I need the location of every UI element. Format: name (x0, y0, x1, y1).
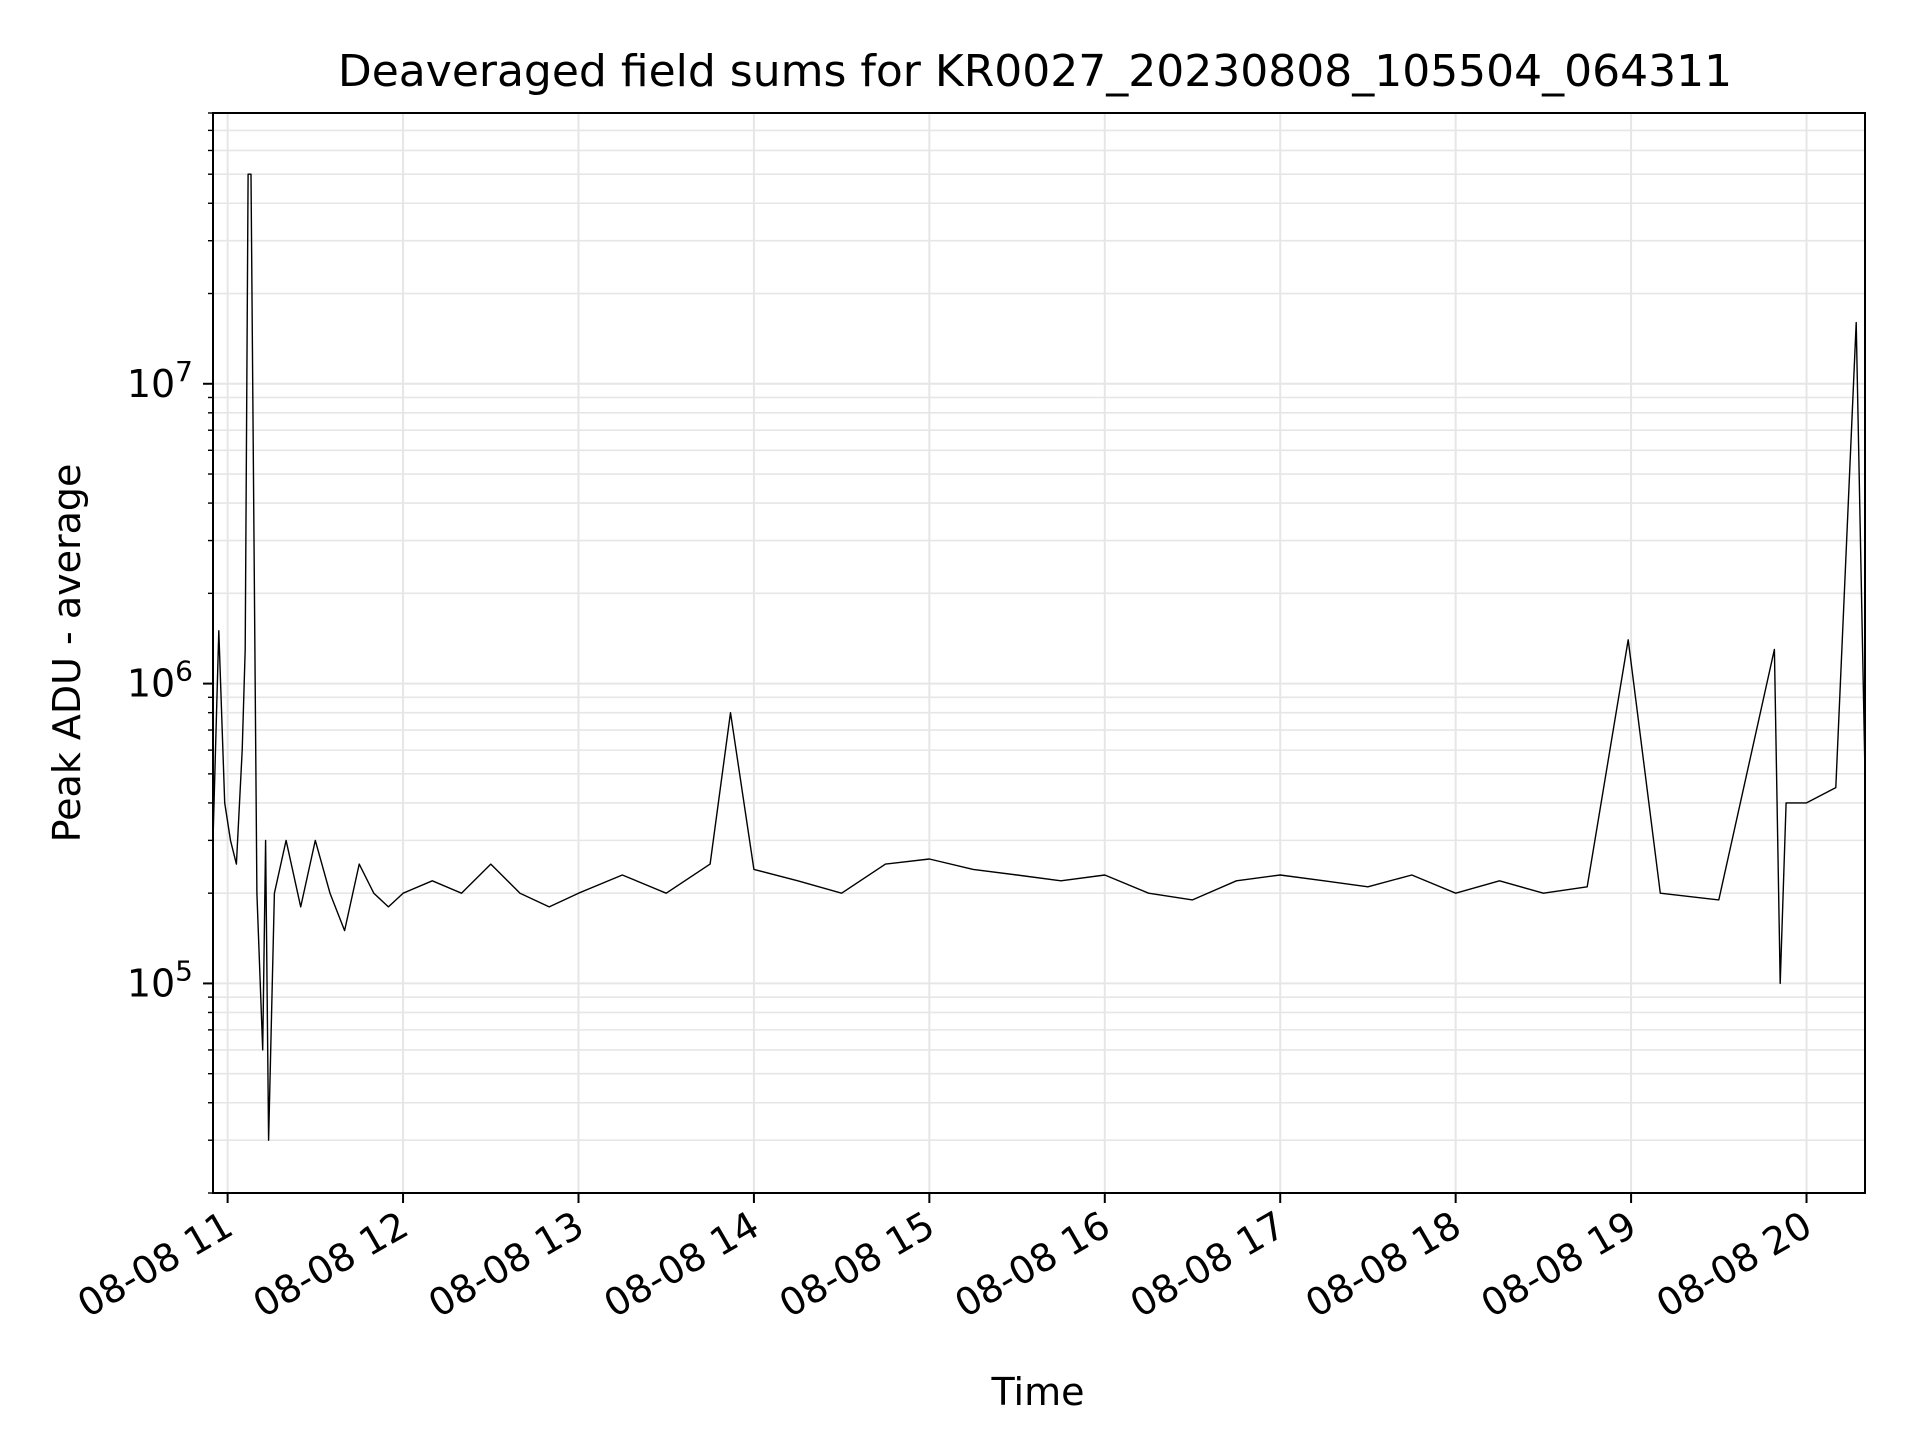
grid (213, 112, 1865, 1194)
x-tick-label: 08-08 18 (1298, 1203, 1468, 1327)
series-line (212, 173, 1866, 1141)
x-axis-label: Time (991, 1370, 1085, 1414)
y-tick-exponent: 5 (175, 954, 193, 987)
y-tick-exponent: 6 (175, 655, 193, 688)
y-tick-base: 10 (127, 961, 175, 1005)
y-tick-base: 10 (127, 662, 175, 706)
y-tick-base: 10 (127, 362, 175, 406)
series-layer (212, 173, 1866, 1141)
x-tick-label: 08-08 13 (421, 1203, 591, 1327)
y-axis-label: Peak ADU - average (45, 464, 89, 843)
y-tick-label: 107 (127, 355, 193, 406)
x-axis: 08-08 11 08-08 12 08-08 13 08-08 14 08-08 15… (70, 1193, 1819, 1326)
x-tick-label: 08-08 20 (1649, 1203, 1819, 1327)
x-tick-label: 08-08 15 (772, 1203, 942, 1327)
x-tick-label: 08-08 17 (1123, 1203, 1293, 1327)
y-tick-label: 105 (127, 954, 193, 1005)
x-tick-label: 08-08 19 (1474, 1203, 1644, 1327)
x-tick-label: 08-08 14 (596, 1203, 766, 1327)
plot-area (212, 112, 1866, 1194)
x-tick-label: 08-08 16 (947, 1203, 1117, 1327)
chart-title: Deaveraged field sums for KR0027_2023080… (338, 46, 1732, 97)
y-tick-exponent: 7 (175, 355, 193, 388)
y-tick-label: 106 (127, 655, 193, 706)
x-tick-label: 08-08 11 (70, 1203, 240, 1327)
x-tick-label: 08-08 12 (246, 1203, 416, 1327)
